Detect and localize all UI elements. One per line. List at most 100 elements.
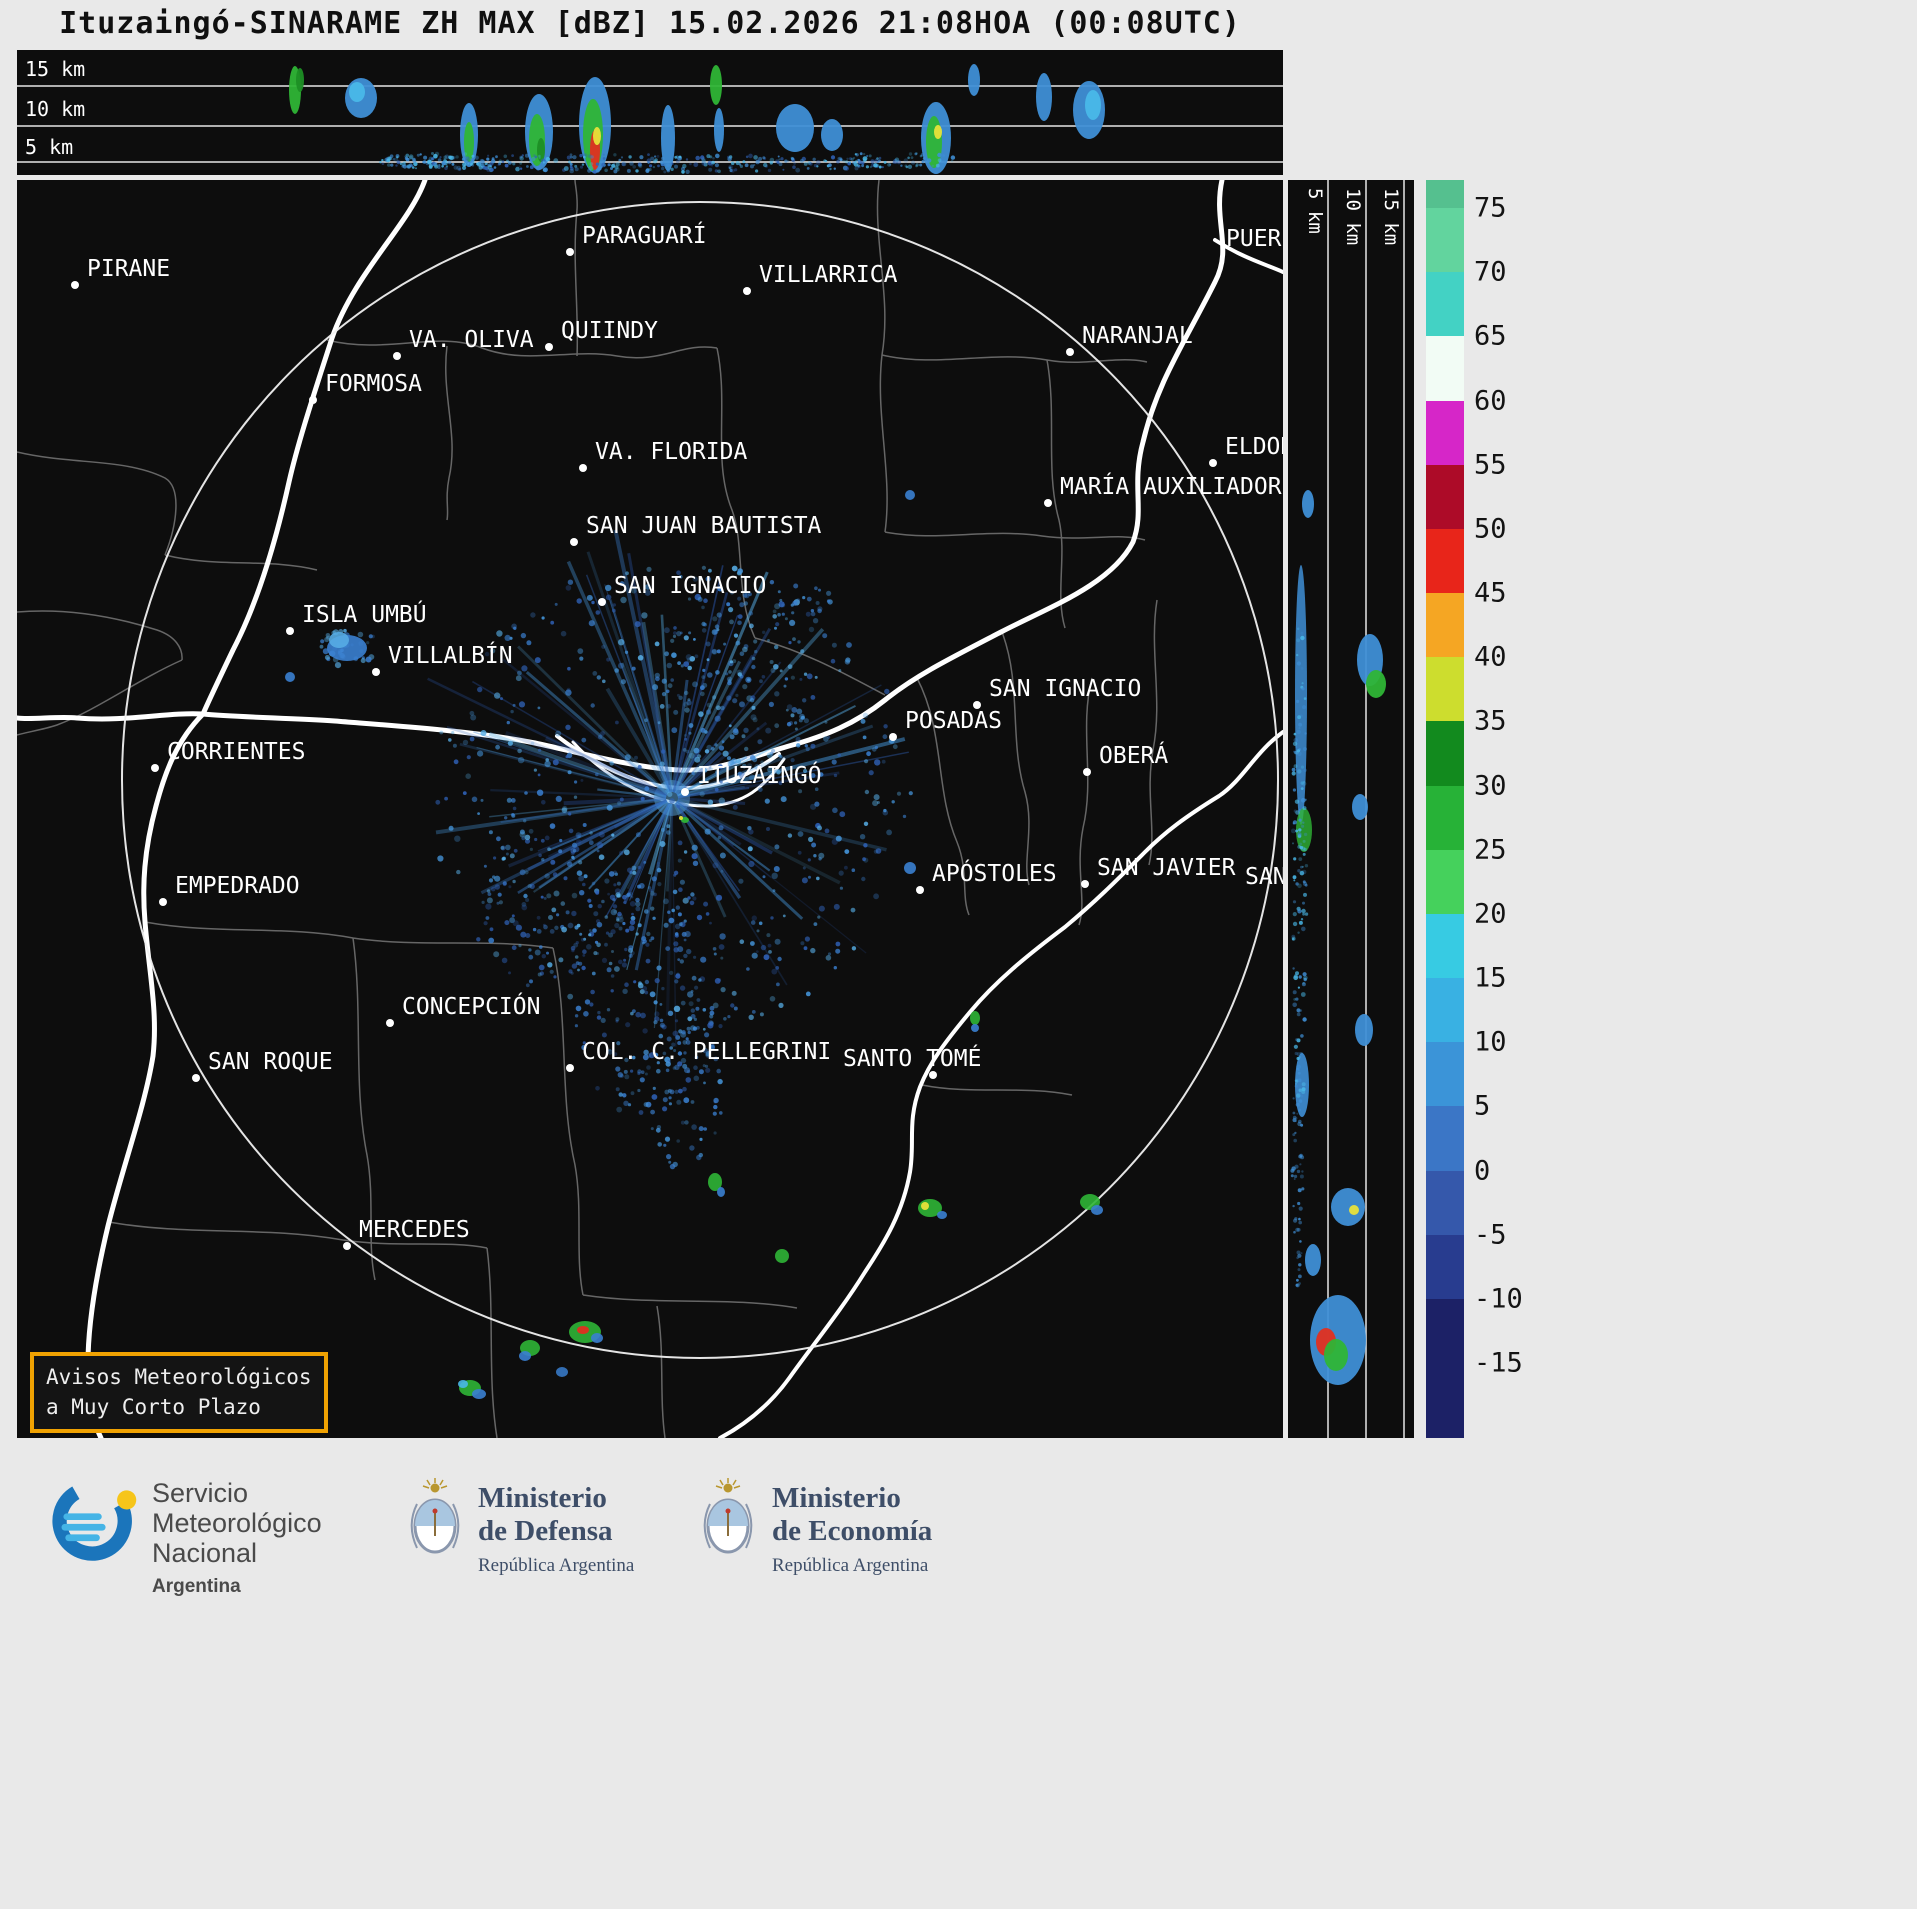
colorbar-band [1426, 978, 1464, 1043]
defensa-text-block: Ministerio de Defensa República Argentin… [478, 1482, 634, 1577]
economia-coat-of-arms-icon [698, 1478, 758, 1566]
top-height-profile-panel: 15 km 10 km 5 km [17, 50, 1283, 175]
colorbar-tick-label: -5 [1474, 1219, 1507, 1251]
city-label: ITUZAINGÓ [697, 761, 822, 789]
city-label: SAN JAVIER [1097, 855, 1236, 881]
colorbar-band [1426, 336, 1464, 402]
top-profile-canvas [17, 64, 1283, 174]
radar-echo-blob [1295, 565, 1307, 825]
city-label: VA. OLIVA [409, 327, 534, 353]
rivers-layer [17, 180, 1283, 1438]
colorbar-band [1426, 1363, 1464, 1438]
product-title: Ituzaingó-SINARAME ZH MAX [dBZ] 15.02.20… [59, 6, 1241, 41]
colorbar-band [1426, 1170, 1464, 1236]
radar-echo-blob [717, 1187, 725, 1197]
warning-box: Avisos Meteorológicos a Muy Corto Plazo [30, 1352, 328, 1433]
city-label: PUER [1226, 226, 1282, 252]
city-marker-dot [743, 287, 751, 295]
admin-borders-layer [17, 180, 1158, 1438]
radar-echo-blob [519, 1351, 531, 1361]
city-marker-dot [309, 396, 317, 404]
city-label: SAN ROQUE [208, 1049, 333, 1075]
radar-echo-blob [661, 105, 675, 171]
radar-echo-blob [681, 817, 689, 823]
city-marker-dot [598, 598, 606, 606]
radar-echo-blob [971, 1024, 979, 1032]
city-label: SAN JUAN BAUTISTA [586, 513, 822, 539]
height-label-10km: 10 km [1342, 188, 1364, 246]
city-marker-dot [1066, 348, 1074, 356]
city-markers-layer: PIRANE PARAGUARÍ VILLARRICA QUIINDY VA. OLIV… [71, 221, 1283, 1250]
radar-echo-blob [904, 862, 916, 874]
colorbar-tick-label: 70 [1474, 256, 1507, 288]
radar-echo-blob [968, 64, 980, 96]
city-marker-dot [1083, 768, 1091, 776]
radar-echo-blob [905, 490, 915, 500]
city-marker-dot [929, 1071, 937, 1079]
city-marker-dot [372, 668, 380, 676]
radar-echo-blob [591, 1333, 603, 1343]
smn-line2: Meteorológico [152, 1508, 322, 1538]
colorbar-band [1426, 593, 1464, 658]
city-marker-dot [545, 343, 553, 351]
city-label: SAN IGNACIO [989, 676, 1141, 702]
city-marker-dot [916, 886, 924, 894]
city-label: EMPEDRADO [175, 873, 300, 899]
warning-box-line2: a Muy Corto Plazo [46, 1394, 261, 1419]
colorbar-band [1426, 849, 1464, 915]
colorbar-band [1426, 1234, 1464, 1300]
city-marker-dot [159, 898, 167, 906]
radar-echo-blob [458, 1380, 468, 1388]
city-marker-dot [566, 1064, 574, 1072]
colorbar-tick-label: 50 [1474, 513, 1507, 545]
city-marker-dot [889, 733, 897, 741]
radar-echo-blob [296, 68, 304, 92]
radar-echo-blob [937, 1211, 947, 1219]
colorbar-band [1426, 1298, 1464, 1364]
defensa-line2: de Defensa [478, 1515, 613, 1547]
defensa-sub: República Argentina [478, 1555, 635, 1576]
colorbar-band [1426, 721, 1464, 787]
city-label: FORMOSA [325, 371, 422, 397]
city-label: OBERÁ [1099, 741, 1168, 769]
radar-echo-blob [329, 632, 349, 648]
colorbar-band [1426, 1042, 1464, 1108]
colorbar-tick-label: 60 [1474, 385, 1507, 416]
colorbar-band [1426, 657, 1464, 723]
radar-echo-blob [1036, 73, 1052, 121]
top-profile-echoes [289, 64, 1105, 174]
colorbar-tick-label: 75 [1474, 192, 1507, 224]
colorbar-band [1426, 180, 1464, 208]
city-marker-dot [343, 1242, 351, 1250]
right-profile-canvas [1290, 180, 1405, 1438]
smn-line3: Nacional [152, 1538, 258, 1568]
radar-echo-blob [708, 1173, 722, 1191]
radar-echo-blob [593, 127, 601, 145]
colorbar-band [1426, 400, 1464, 466]
city-label: MERCEDES [359, 1217, 470, 1243]
city-marker-dot [192, 1074, 200, 1082]
radar-echo-blob [556, 1367, 568, 1377]
economia-line1: Ministerio [772, 1482, 901, 1514]
city-label: MARÍA AUXILIADOR [1060, 472, 1282, 500]
colorbar-tick-label: 45 [1474, 577, 1507, 609]
radar-echo-blob [710, 65, 722, 105]
economia-sub: República Argentina [772, 1555, 929, 1576]
radar-echo-blob [285, 672, 295, 682]
radar-echo-blob [1302, 490, 1314, 518]
city-label: QUIINDY [561, 318, 658, 344]
colorbar-band [1426, 913, 1464, 979]
radar-echo-blob [1331, 1188, 1365, 1226]
city-label: PIRANE [87, 256, 170, 282]
defensa-line1: Ministerio [478, 1482, 607, 1514]
economia-line2: de Economía [772, 1515, 933, 1547]
height-label-15km: 15 km [1380, 188, 1402, 246]
radar-echo-blob [1085, 90, 1101, 120]
colorbar-tick-label: 5 [1474, 1090, 1491, 1122]
city-label: VILLALBÍN [388, 641, 513, 669]
city-marker-dot [579, 464, 587, 472]
city-label: POSADAS [905, 708, 1002, 734]
city-marker-dot [570, 538, 578, 546]
economia-text-block: Ministerio de Economía República Argenti… [772, 1482, 932, 1577]
city-marker-dot [1209, 459, 1217, 467]
